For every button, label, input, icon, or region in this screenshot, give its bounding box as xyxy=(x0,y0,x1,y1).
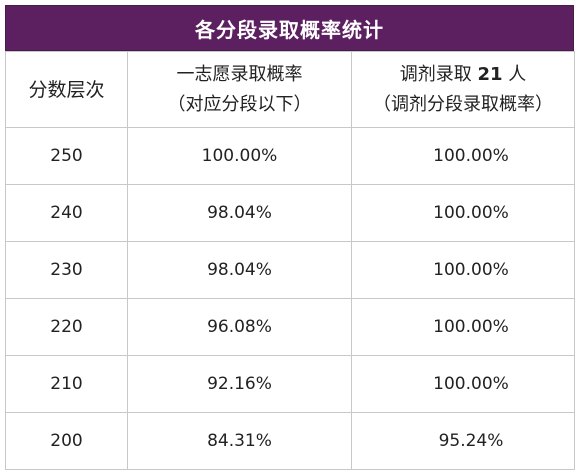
table-row: 230 98.04% 100.00% xyxy=(5,241,575,299)
header-first-choice: 一志愿录取概率 （对应分段以下） xyxy=(127,51,352,128)
adjusted-cell: 100.00% xyxy=(351,298,575,356)
adjusted-cell: 100.00% xyxy=(351,184,575,242)
score-cell: 250 xyxy=(5,127,128,185)
header-first-choice-line1: 一志愿录取概率 xyxy=(176,63,303,85)
adjusted-cell: 100.00% xyxy=(351,241,575,299)
table-row: 210 92.16% 100.00% xyxy=(5,355,575,413)
adjusted-cell: 100.00% xyxy=(351,355,575,413)
adjusted-cell: 95.24% xyxy=(351,412,575,470)
score-cell: 240 xyxy=(5,184,128,242)
first-choice-cell: 98.04% xyxy=(127,184,352,242)
table-row: 220 96.08% 100.00% xyxy=(5,298,575,356)
first-choice-cell: 98.04% xyxy=(127,241,352,299)
admission-probability-table: 分数层次 一志愿录取概率 （对应分段以下） 调剂录取 21 人 （调剂分段录取概… xyxy=(5,51,575,470)
table-header-row: 分数层次 一志愿录取概率 （对应分段以下） 调剂录取 21 人 （调剂分段录取概… xyxy=(5,51,575,128)
table-row: 200 84.31% 95.24% xyxy=(5,412,575,470)
header-first-choice-line2: （对应分段以下） xyxy=(167,93,312,115)
header-adjusted-number: 21 xyxy=(477,63,503,85)
first-choice-cell: 100.00% xyxy=(127,127,352,185)
table-title: 各分段录取概率统计 xyxy=(5,5,574,51)
table-row: 250 100.00% 100.00% xyxy=(5,127,575,185)
table-row: 240 98.04% 100.00% xyxy=(5,184,575,242)
header-adjusted: 调剂录取 21 人 （调剂分段录取概率） xyxy=(351,51,575,128)
adjusted-cell: 100.00% xyxy=(351,127,575,185)
first-choice-cell: 96.08% xyxy=(127,298,352,356)
header-adjusted-suffix: 人 xyxy=(508,63,527,85)
score-cell: 230 xyxy=(5,241,128,299)
score-cell: 210 xyxy=(5,355,128,413)
header-adjusted-line2: （调剂分段录取概率） xyxy=(373,93,553,115)
first-choice-cell: 92.16% xyxy=(127,355,352,413)
score-cell: 200 xyxy=(5,412,128,470)
header-adjusted-prefix: 调剂录取 xyxy=(399,63,472,85)
stats-table-container: 各分段录取概率统计 分数层次 一志愿录取概率 （对应分段以下） 调剂录取 21 … xyxy=(5,5,575,470)
first-choice-cell: 84.31% xyxy=(127,412,352,470)
score-cell: 220 xyxy=(5,298,128,356)
header-adjusted-line1: 调剂录取 21 人 xyxy=(352,60,574,90)
header-score-level: 分数层次 xyxy=(5,51,128,128)
